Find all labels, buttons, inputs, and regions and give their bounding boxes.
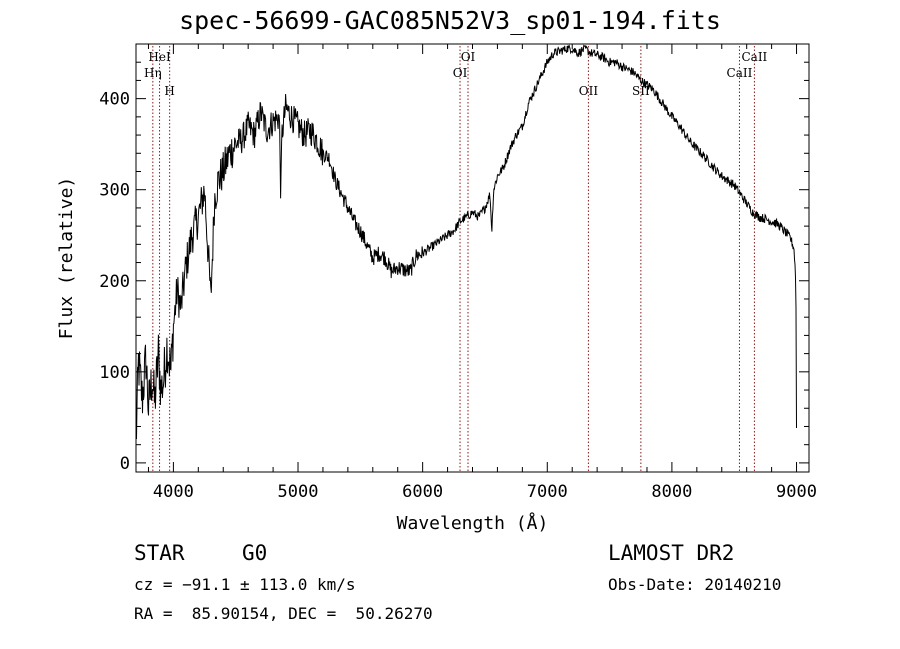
spectrum-trace [135,44,797,440]
x-tick-label: 6000 [402,482,443,502]
spectral-line-label: CaII [727,66,753,80]
axes-layer: 4000 5000 6000 7000 8000 9000 0 100 200 300 400 Wav… [56,43,817,534]
survey-name: LAMOST DR2 [608,541,735,565]
y-tick-label: 0 [120,454,130,474]
y-axis-label: Flux (relative) [56,177,77,340]
spectral-line-label: OII [579,84,599,98]
y-tick-label: 100 [99,363,130,383]
obs-date: Obs-Date: 20140210 [608,575,782,594]
spectral-line-label: OI [453,66,468,80]
spectral-line-label: HeI [148,50,171,64]
plot-frame [135,43,810,473]
object-type: STAR [134,541,185,565]
y-tick-label: 300 [99,181,130,201]
x-tick-label: 8000 [651,482,692,502]
spectral-line-label: OI [461,50,476,64]
x-tick-label: 4000 [153,482,194,502]
x-axis-label: Wavelength (Å) [397,512,549,534]
spectral-lines-layer: HeI HηH OI OI OII SII CaII CaII [144,46,768,472]
x-tick-label: 9000 [776,482,817,502]
y-tick-label: 400 [99,90,130,110]
x-tick-label: 5000 [278,482,319,502]
spectral-line-label: H [164,84,174,98]
spectral-line-label: SII [632,84,650,98]
coordinates: RA = 85.90154, DEC = 50.26270 [134,604,433,623]
spectral-line-label: Hη [144,66,162,80]
subclass: G0 [242,541,268,565]
cz-value: cz = −91.1 ± 113.0 km/s [134,575,356,594]
y-tick-label: 200 [99,272,130,292]
chart-title: spec-56699-GAC085N52V3_sp01-194.fits [179,6,721,35]
spectral-line-label: CaII [741,50,767,64]
series-layer [135,44,797,440]
x-tick-label: 7000 [527,482,568,502]
